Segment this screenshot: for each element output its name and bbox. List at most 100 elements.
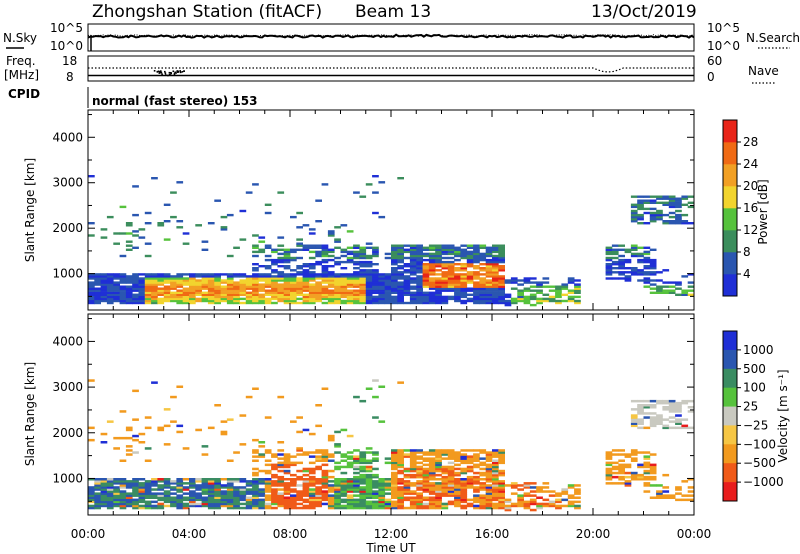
velocity-cell: [94, 502, 101, 506]
velocity-cell: [334, 445, 341, 448]
power-cell: [113, 273, 120, 276]
power-cell: [637, 201, 644, 204]
power-cell: [239, 275, 247, 278]
velocity-cell: [359, 453, 367, 456]
velocity-cell: [151, 482, 158, 485]
power-cell: [271, 269, 278, 272]
velocity-cell: [138, 496, 146, 499]
power-cell: [264, 258, 272, 262]
velocity-cell: [523, 502, 531, 506]
power-cell: [447, 287, 455, 290]
power-cell: [649, 267, 657, 270]
power-cell: [353, 254, 360, 258]
velocity-cell: [517, 494, 524, 497]
velocity-cell: [498, 449, 505, 452]
velocity-cell: [409, 484, 417, 487]
power-cell: [334, 291, 341, 294]
velocity-cell: [201, 492, 209, 495]
power-cell: [492, 260, 499, 264]
power-cell: [441, 250, 449, 254]
power-cell: [656, 291, 663, 294]
power-cell: [327, 230, 335, 233]
velocity-cell: [643, 416, 651, 419]
power-cell: [239, 273, 247, 276]
power-cell: [409, 260, 417, 264]
velocity-cell: [88, 426, 95, 430]
velocity-cell: [656, 490, 663, 493]
velocity-cell: [321, 496, 329, 499]
power-cell: [315, 263, 322, 266]
power-cell: [447, 248, 455, 251]
power-cell: [630, 203, 638, 206]
velocity-cell: [435, 484, 442, 487]
power-cell: [643, 250, 651, 254]
power-cell: [416, 265, 423, 268]
velocity-cell: [296, 496, 303, 499]
power-cell: [517, 291, 524, 294]
velocity-cell: [466, 455, 474, 458]
power-cell: [517, 289, 524, 292]
power-cell: [637, 271, 644, 274]
power-cell: [409, 263, 417, 266]
velocity-cell: [100, 492, 108, 495]
velocity-cell: [372, 475, 379, 479]
velocity-cell: [264, 459, 272, 462]
power-cell: [372, 211, 379, 215]
power-cell: [479, 285, 487, 288]
velocity-cell: [138, 492, 146, 495]
velocity-cell: [416, 492, 423, 495]
velocity-cell: [391, 473, 398, 477]
power-cell: [637, 279, 644, 282]
power-cell: [176, 295, 184, 299]
power-cell: [132, 289, 139, 292]
velocity-cell: [454, 498, 461, 502]
velocity-cell: [233, 478, 240, 481]
velocity-cell: [630, 471, 638, 475]
power-cell: [271, 301, 278, 305]
power-cell: [365, 299, 373, 303]
velocity-cell: [498, 502, 505, 506]
power-cell: [485, 287, 493, 290]
power-cell: [485, 271, 493, 274]
power-cell: [397, 295, 404, 299]
power-cell: [277, 271, 285, 274]
velocity-cell: [88, 488, 95, 491]
power-cell: [226, 295, 234, 299]
power-cell: [454, 279, 461, 282]
velocity-cell: [327, 506, 335, 510]
power-cell: [466, 252, 474, 256]
velocity-cell: [113, 486, 120, 489]
power-cell: [271, 281, 278, 284]
nsearch-trace: [87, 34, 695, 37]
power-cell: [327, 265, 335, 268]
power-cell: [283, 260, 291, 264]
power-cell: [510, 287, 518, 290]
velocity-cell: [201, 496, 209, 499]
power-cell: [498, 279, 505, 282]
power-cell: [479, 267, 487, 270]
power-cell: [492, 246, 499, 249]
power-cell: [132, 293, 139, 296]
velocity-cell: [189, 502, 196, 506]
power-cell: [100, 277, 108, 280]
velocity-cell: [466, 480, 474, 483]
power-cell: [201, 291, 209, 294]
velocity-cell: [384, 500, 392, 504]
power-cell: [428, 248, 436, 251]
velocity-cell: [416, 488, 423, 491]
power-cell: [151, 291, 158, 294]
velocity-cell: [163, 498, 171, 502]
power-cell: [245, 287, 253, 290]
velocity-cell: [151, 496, 158, 499]
power-cell: [207, 285, 215, 288]
velocity-cell: [435, 506, 442, 510]
power-cell: [176, 285, 184, 288]
power-cell: [182, 273, 190, 276]
velocity-cell: [656, 422, 663, 425]
power-cell: [391, 263, 398, 266]
power-cell: [492, 273, 499, 276]
power-cell: [416, 279, 423, 282]
velocity-cell: [94, 484, 101, 487]
power-cell: [391, 279, 398, 282]
velocity-cell: [125, 426, 133, 430]
